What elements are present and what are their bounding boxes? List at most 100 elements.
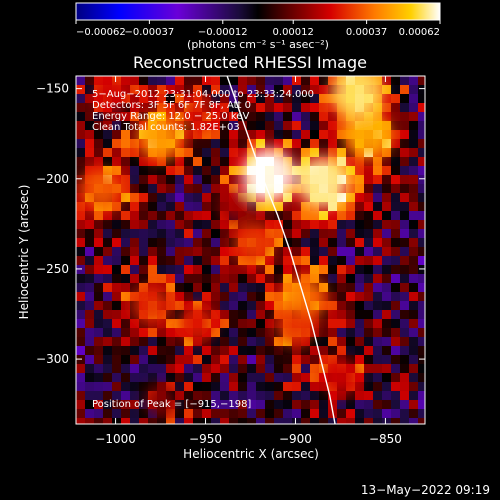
heatmap-cell — [112, 121, 122, 131]
heatmap-cell — [382, 220, 392, 230]
heatmap-cell — [94, 400, 104, 410]
heatmap-cell — [193, 274, 203, 284]
heatmap-cell — [364, 175, 374, 185]
heatmap-cell — [211, 121, 221, 131]
heatmap-cell — [139, 364, 149, 374]
heatmap-cell — [256, 139, 266, 149]
heatmap-cell — [148, 94, 158, 104]
heatmap-cell — [355, 256, 365, 266]
heatmap-cell — [139, 373, 149, 383]
heatmap-cell — [157, 337, 167, 347]
heatmap-cell — [400, 112, 410, 122]
heatmap-cell — [139, 112, 149, 122]
heatmap-cell — [130, 319, 140, 329]
heatmap-cell — [202, 184, 212, 194]
heatmap-cell — [319, 85, 329, 95]
heatmap-cell — [157, 265, 167, 275]
heatmap-cell — [85, 418, 95, 424]
heatmap-cell — [184, 229, 194, 239]
colorbar-tick-label: 0.00037 — [346, 27, 387, 38]
heatmap-cell — [76, 292, 86, 302]
heatmap-cell — [382, 175, 392, 185]
heatmap-cell — [193, 292, 203, 302]
heatmap-cell — [112, 373, 122, 383]
heatmap-cell — [220, 391, 230, 401]
heatmap-cell — [400, 283, 410, 293]
heatmap-cell — [274, 85, 284, 95]
heatmap-cell — [85, 238, 95, 248]
heatmap-cell — [238, 418, 248, 424]
heatmap-cell — [220, 103, 230, 113]
heatmap-cell — [301, 130, 311, 140]
heatmap-cell — [211, 193, 221, 203]
heatmap-cell — [391, 265, 401, 275]
heatmap-cell — [103, 274, 113, 284]
heatmap-cell — [112, 76, 122, 86]
heatmap-cell — [373, 274, 383, 284]
heatmap-cell — [220, 256, 230, 266]
heatmap-cell — [328, 418, 338, 424]
heatmap-cell — [85, 139, 95, 149]
heatmap-cell — [94, 247, 104, 257]
heatmap-cell — [391, 238, 401, 248]
heatmap-cell — [148, 346, 158, 356]
heatmap-cell — [76, 391, 86, 401]
heatmap-cell — [409, 229, 419, 239]
heatmap-cell — [130, 373, 140, 383]
heatmap-cell — [301, 220, 311, 230]
heatmap-cell — [337, 400, 347, 410]
heatmap-cell — [121, 121, 131, 131]
heatmap-cell — [94, 382, 104, 392]
heatmap-cell — [292, 211, 302, 221]
heatmap-cell — [355, 301, 365, 311]
heatmap-cell — [103, 112, 113, 122]
heatmap-cell — [103, 355, 113, 365]
annotation-date-range: 5−Aug−2012 23:31:04.000 to 23:33:24.000 — [92, 89, 314, 100]
heatmap-cell — [391, 247, 401, 257]
heatmap-layer — [76, 76, 425, 424]
heatmap-cell — [148, 202, 158, 212]
heatmap-cell — [175, 346, 185, 356]
heatmap-cell — [157, 418, 167, 424]
heatmap-cell — [94, 364, 104, 374]
heatmap-cell — [157, 175, 167, 185]
bright-region-marker — [220, 191, 253, 224]
heatmap-cell — [256, 373, 266, 383]
heatmap-cell — [193, 202, 203, 212]
heatmap-cell — [364, 274, 374, 284]
bright-region-marker — [178, 94, 215, 130]
heatmap-cell — [211, 391, 221, 401]
heatmap-cell — [256, 346, 266, 356]
heatmap-cell — [391, 409, 401, 419]
heatmap-cell — [139, 355, 149, 365]
heatmap-cell — [247, 328, 257, 338]
heatmap-cell — [139, 256, 149, 266]
bright-region-marker — [323, 359, 358, 395]
heatmap-cell — [211, 301, 221, 311]
heatmap-cell — [121, 355, 131, 365]
heatmap-cell — [337, 130, 347, 140]
heatmap-cell — [346, 328, 356, 338]
heatmap-cell — [76, 94, 86, 104]
timestamp: 13−May−2022 09:19 — [361, 483, 490, 497]
heatmap-cell — [301, 355, 311, 365]
heatmap-cell — [193, 391, 203, 401]
heatmap-cell — [265, 364, 275, 374]
heatmap-cell — [256, 310, 266, 320]
heatmap-cell — [283, 355, 293, 365]
heatmap-cell — [121, 274, 131, 284]
heatmap-cell — [373, 364, 383, 374]
heatmap-cell — [148, 166, 158, 176]
heatmap-cell — [274, 364, 284, 374]
heatmap-cell — [85, 220, 95, 230]
heatmap-cell — [175, 238, 185, 248]
heatmap-cell — [184, 400, 194, 410]
heatmap-cell — [382, 202, 392, 212]
heatmap-cell — [157, 76, 167, 86]
heatmap-cell — [175, 409, 185, 419]
heatmap-cell — [184, 283, 194, 293]
bright-region-marker — [178, 304, 215, 342]
heatmap-cell — [175, 202, 185, 212]
heatmap-cell — [211, 364, 221, 374]
heatmap-cell — [409, 193, 419, 203]
